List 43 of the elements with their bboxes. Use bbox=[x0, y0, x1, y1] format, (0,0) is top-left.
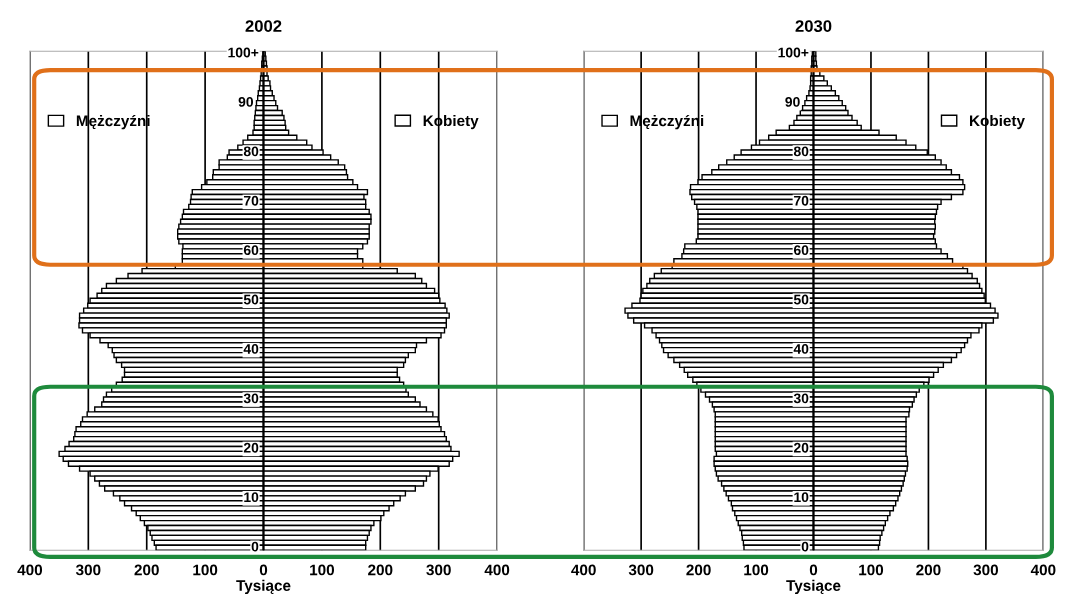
x-tick-label: 300 bbox=[75, 564, 101, 576]
x-tick-label: 200 bbox=[916, 564, 941, 576]
y-tick-label: 20 bbox=[793, 442, 809, 453]
y-tick-label: 30 bbox=[793, 393, 809, 404]
y-tick-label: 30 bbox=[243, 393, 259, 404]
x-tick-label: 400 bbox=[571, 564, 596, 576]
y-tick-label: 100+ bbox=[228, 47, 259, 58]
y-tick-label: 50 bbox=[243, 294, 259, 305]
y-tick-label: 60 bbox=[793, 245, 809, 256]
x-tick-label: 100 bbox=[193, 564, 218, 576]
y-tick-label: 70 bbox=[794, 195, 809, 206]
y-tick-label: 0 bbox=[801, 541, 809, 552]
chart-title: 2002 bbox=[245, 20, 282, 32]
x-tick-label: 200 bbox=[686, 564, 711, 576]
y-tick-label: 60 bbox=[243, 245, 259, 256]
y-tick-label: 50 bbox=[793, 294, 809, 305]
y-tick-label: 0 bbox=[251, 541, 259, 552]
x-tick-label: 400 bbox=[1030, 564, 1056, 576]
y-tick-label: 20 bbox=[243, 442, 259, 453]
x-tick-label: 400 bbox=[17, 564, 43, 576]
x-tick-label: 300 bbox=[426, 564, 451, 576]
x-tick-label: 0 bbox=[259, 564, 268, 576]
x-tick-label: 400 bbox=[484, 564, 510, 576]
y-tick-label: 40 bbox=[793, 344, 809, 354]
x-tick-label: 300 bbox=[628, 564, 654, 576]
x-tick-label: 100 bbox=[310, 564, 335, 576]
y-tick-label: 40 bbox=[243, 344, 259, 354]
x-tick-label: 100 bbox=[744, 564, 769, 576]
y-tick-label: 70 bbox=[243, 195, 259, 206]
y-tick-label: 10 bbox=[794, 492, 809, 503]
x-tick-label: 200 bbox=[134, 564, 159, 576]
y-tick-label: 80 bbox=[793, 146, 809, 157]
x-tick-label: 300 bbox=[973, 564, 999, 576]
x-tick-label: 0 bbox=[809, 564, 818, 576]
y-tick-label: 90 bbox=[785, 97, 800, 107]
y-tick-label: 100+ bbox=[778, 47, 809, 58]
x-tick-label: 100 bbox=[859, 564, 884, 576]
x-axis-title: Tysiące bbox=[236, 579, 291, 594]
chart-title: 2030 bbox=[795, 20, 832, 32]
y-tick-label: 10 bbox=[244, 492, 259, 503]
x-axis-title: Tysiące bbox=[786, 579, 841, 594]
y-tick-label: 90 bbox=[238, 97, 254, 107]
x-tick-label: 200 bbox=[368, 564, 393, 576]
